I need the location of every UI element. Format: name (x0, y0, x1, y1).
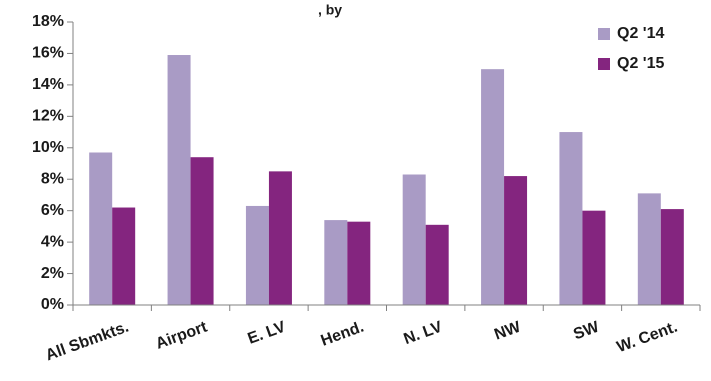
bar (559, 132, 583, 305)
y-tick-label: 4% (41, 233, 64, 250)
bars (89, 55, 684, 306)
bar (324, 220, 348, 305)
bar (190, 157, 214, 305)
x-axis: All Sbmkts. Airport E. LV Hend. N. LV NW SW W. … (43, 304, 701, 365)
legend-label: Q2 '15 (617, 55, 664, 72)
y-tick-label: 12% (32, 108, 64, 125)
x-tick-label: NW (492, 318, 524, 343)
bar (347, 221, 371, 305)
bar (268, 171, 292, 305)
bar (481, 69, 505, 306)
x-tick-label: W. Cent. (615, 319, 680, 357)
legend-swatch (598, 58, 610, 70)
bar (637, 193, 661, 305)
bar (402, 174, 426, 305)
bar (112, 207, 136, 305)
y-tick-label: 14% (32, 76, 64, 93)
bar (89, 152, 113, 305)
y-tick-label: 6% (41, 202, 64, 219)
bar (245, 205, 269, 305)
x-tick-label: N. LV (401, 318, 444, 348)
y-tick-label: 8% (41, 170, 64, 187)
x-tick-label: SW (571, 318, 602, 343)
bar (504, 176, 528, 305)
y-axis: 0% 2% 4% 6% 8% 10% 12% 14% 16% 18% (32, 13, 74, 313)
y-tick-label: 0% (41, 296, 64, 313)
bar (167, 55, 191, 306)
bar (660, 209, 684, 305)
x-tick-label: Hend. (319, 319, 367, 350)
y-tick-label: 10% (32, 139, 64, 156)
chart-title-fragment: , by (318, 1, 342, 17)
x-tick-label: All Sbmkts. (43, 319, 131, 365)
y-tick-label: 16% (32, 45, 64, 62)
legend-label: Q2 '14 (617, 25, 664, 42)
bar (582, 210, 606, 305)
legend: Q2 '14 Q2 '15 (598, 25, 664, 72)
y-tick-label: 2% (41, 265, 64, 282)
x-tick-label: E. LV (246, 318, 289, 347)
x-tick-label: Airport (154, 318, 211, 352)
bar (425, 224, 449, 305)
legend-swatch (598, 28, 610, 40)
y-tick-label: 18% (32, 13, 64, 30)
